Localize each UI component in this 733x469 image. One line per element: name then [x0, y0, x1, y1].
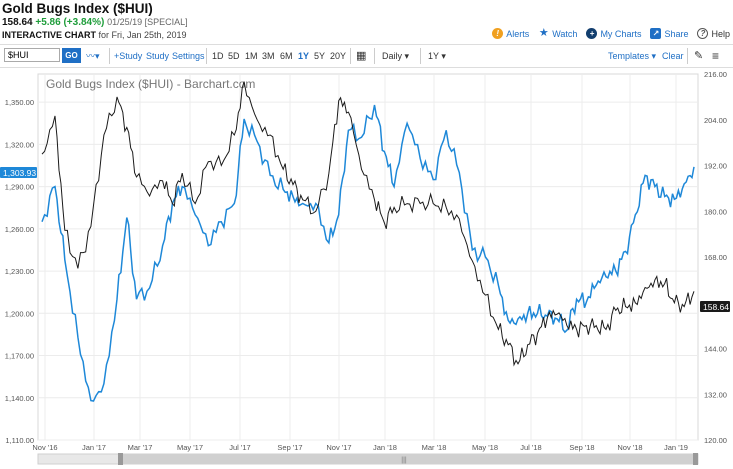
svg-text:|||: ||| — [401, 457, 407, 464]
my-charts-link[interactable]: + My Charts — [586, 28, 641, 39]
left-axis-ticks: 1,350.00 1,320.00 1,290.00 1,260.00 1,230.00… — [5, 98, 34, 445]
left-tick-label: 1,230.00 — [5, 267, 34, 276]
x-tick-label: Sep '17 — [277, 443, 302, 452]
studies-button[interactable]: Study — [146, 51, 170, 61]
right-last-label: 158.64 — [703, 302, 729, 312]
watch-link[interactable]: ★ Watch — [538, 27, 578, 39]
left-tick-label: 1,110.00 — [5, 436, 34, 445]
range-1m[interactable]: 1M — [245, 51, 258, 61]
range-1y[interactable]: 1Y — [298, 51, 310, 61]
share-icon: ↗ — [650, 28, 662, 39]
range-5y[interactable]: 5Y — [314, 51, 326, 61]
time-scrollbar[interactable]: ||| — [37, 453, 699, 465]
range-1d[interactable]: 1D — [212, 51, 224, 61]
right-axis-ticks: 216.00204.00192.00180.00168.00156.00144.… — [704, 70, 727, 445]
x-tick-label: Nov '16 — [32, 443, 57, 452]
x-tick-label: Mar '18 — [422, 443, 447, 452]
clear-button[interactable]: Clear — [662, 51, 684, 61]
share-link[interactable]: ↗ Share — [650, 28, 688, 39]
x-tick-label: Jul '18 — [520, 443, 541, 452]
alerts-link[interactable]: ! Alerts — [492, 28, 529, 39]
add-study-button[interactable]: +Study — [114, 51, 143, 61]
x-tick-label: Jul '17 — [229, 443, 250, 452]
templates-menu[interactable]: Templates ▾ — [608, 51, 657, 61]
subtitle-date: for Fri, Jan 25th, 2019 — [98, 30, 187, 40]
calendar-icon[interactable]: ▦ — [356, 50, 367, 62]
quote-header: Gold Bugs Index ($HUI) 158.64 +5.86 (+3.… — [0, 0, 733, 44]
left-tick-label: 1,350.00 — [5, 98, 34, 107]
header-links: ! Alerts ★ Watch + My Charts ↗ Share ? Help — [492, 28, 730, 39]
subtitle-label: INTERACTIVE CHART — [2, 30, 96, 40]
range-5d[interactable]: 5D — [228, 51, 240, 61]
right-tick-label: 180.00 — [704, 207, 727, 216]
left-last-label: 1,303.93 — [3, 168, 36, 178]
quote-line: 158.64 +5.86 (+3.84%) 01/25/19 [SPECIAL] — [2, 17, 188, 28]
right-last-badge: 158.64 — [700, 301, 730, 312]
left-last-badge: 1,303.93 — [0, 167, 37, 178]
gridlines — [38, 74, 698, 441]
x-tick-label: Mar '17 — [128, 443, 153, 452]
x-tick-label: May '18 — [472, 443, 498, 452]
left-tick-label: 1,260.00 — [5, 225, 34, 234]
interval-select[interactable]: Daily ▾ — [382, 51, 410, 61]
left-tick-label: 1,200.00 — [5, 309, 34, 318]
price-change: +5.86 (+3.84%) — [35, 17, 105, 28]
range-6m[interactable]: 6M — [280, 51, 293, 61]
x-tick-label: Jan '18 — [373, 443, 397, 452]
left-tick-label: 1,290.00 — [5, 183, 34, 192]
x-tick-label: Nov '18 — [617, 443, 642, 452]
menu-icon[interactable]: ≡ — [712, 49, 720, 63]
x-tick-label: Jan '19 — [664, 443, 688, 452]
x-tick-label: Jan '17 — [82, 443, 106, 452]
range-20y[interactable]: 20Y — [330, 51, 347, 61]
scrollbar-left-handle[interactable] — [118, 453, 123, 465]
right-tick-label: 120.00 — [704, 436, 727, 445]
series-line-left-axis — [41, 104, 695, 402]
x-tick-label: Nov '17 — [326, 443, 351, 452]
right-tick-label: 192.00 — [704, 162, 727, 171]
draw-tool-icon[interactable]: ✎ — [694, 50, 704, 62]
quote-meta: 01/25/19 [SPECIAL] — [107, 17, 188, 27]
chart-subtitle: INTERACTIVE CHART for Fri, Jan 25th, 201… — [2, 30, 187, 40]
right-tick-label: 216.00 — [704, 70, 727, 79]
star-icon: ★ — [538, 27, 549, 39]
scrollbar-right-handle[interactable] — [693, 453, 698, 465]
plus-icon: + — [586, 28, 598, 39]
help-icon: ? — [697, 28, 709, 39]
last-price: 158.64 — [2, 17, 33, 28]
series-lines — [41, 81, 695, 402]
x-tick-label: May '17 — [177, 443, 203, 452]
settings-button[interactable]: Settings — [172, 51, 205, 61]
chart-title: Gold Bugs Index ($HUI) - Barchart.com — [46, 77, 255, 91]
alert-icon: ! — [492, 28, 504, 39]
x-tick-label: Sep '18 — [569, 443, 594, 452]
page-title: Gold Bugs Index ($HUI) — [2, 1, 153, 16]
chart-type-icon[interactable]: 〰▾ — [86, 51, 100, 61]
range-3m[interactable]: 3M — [262, 51, 275, 61]
left-tick-label: 1,320.00 — [5, 140, 34, 149]
right-tick-label: 204.00 — [704, 116, 727, 125]
plot-frame — [37, 73, 699, 441]
series-line-right-axis — [41, 81, 695, 367]
period-select[interactable]: 1Y ▾ — [428, 51, 446, 61]
right-tick-label: 168.00 — [704, 253, 727, 262]
help-link[interactable]: ? Help — [697, 28, 730, 39]
chart-toolbar: GO 〰▾ +Study Study Settings 1D 5D 1M 3M … — [0, 44, 733, 68]
go-button[interactable]: GO — [62, 48, 81, 63]
symbol-input[interactable] — [4, 48, 60, 62]
right-tick-label: 144.00 — [704, 345, 727, 354]
left-tick-label: 1,140.00 — [5, 394, 34, 403]
chart-area: Gold Bugs Index ($HUI) - Barchart.com No… — [0, 70, 730, 465]
left-tick-label: 1,170.00 — [5, 352, 34, 361]
right-tick-label: 132.00 — [704, 390, 727, 399]
x-axis-ticks: Nov '16 Jan '17 Mar '17 May '17 Jul '17 Sep '… — [32, 443, 688, 452]
